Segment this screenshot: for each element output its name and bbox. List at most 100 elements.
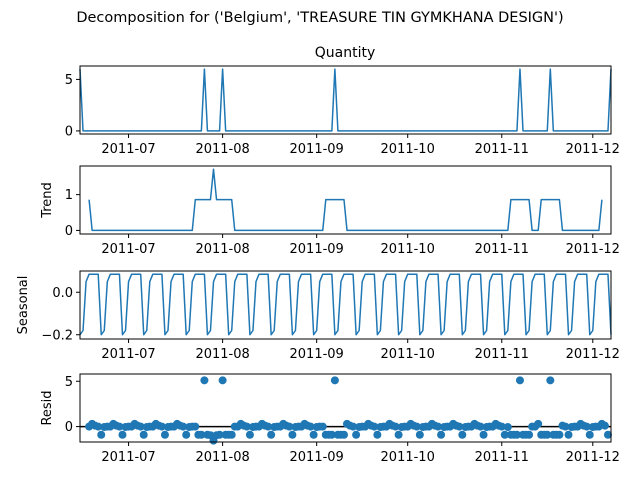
resid-point-2011-07-12 <box>157 422 166 431</box>
series-line <box>79 273 612 336</box>
resid-point-2011-06-29 <box>118 430 127 439</box>
resid-point-2011-10-26 <box>479 430 488 439</box>
y-axis-label: Resid <box>40 390 55 425</box>
resid-point-2011-11-16 <box>543 430 552 439</box>
y-tick-label: 1 <box>65 188 73 203</box>
x-tick-label: 2011-12 <box>566 347 620 362</box>
resid-point-2011-12-05 <box>600 421 609 430</box>
y-tick-label: 0.0 <box>52 286 73 301</box>
y-tick-label: 5 <box>65 73 73 88</box>
resid-point-2011-08-16 <box>264 422 273 431</box>
figure-suptitle: Decomposition for ('Belgium', 'TREASURE … <box>76 10 563 26</box>
resid-point-2011-10-04 <box>412 422 421 431</box>
x-tick-label: 2011-08 <box>195 142 249 157</box>
x-tick-label: 2011-12 <box>566 242 620 257</box>
resid-point-2011-08-09 <box>242 422 251 431</box>
y-axis-label: Trend <box>40 182 55 219</box>
resid-point-2011-11-01 <box>497 422 506 431</box>
resid-point-2011-07-20 <box>182 430 191 439</box>
x-tick-label: 2011-11 <box>475 242 529 257</box>
resid-point-2011-10-18 <box>455 422 464 431</box>
resid-point-2011-08-24 <box>288 430 297 439</box>
resid-point-2011-07-06 <box>139 430 148 439</box>
x-tick-label: 2011-10 <box>381 347 435 362</box>
resid-point-2011-08-23 <box>285 422 294 431</box>
resid-point-2011-11-23 <box>564 430 573 439</box>
x-tick-label: 2011-08 <box>195 347 249 362</box>
resid-point-2011-08-30 <box>306 422 315 431</box>
resid-point-2011-10-11 <box>434 422 443 431</box>
y-tick-label: 5 <box>65 375 73 390</box>
x-tick-label: 2011-07 <box>101 450 155 465</box>
y-tick-label: 0 <box>65 420 73 435</box>
x-tick-label: 2011-09 <box>290 347 344 362</box>
resid-point-2011-07-26 <box>200 376 209 385</box>
y-axis-label: Seasonal <box>16 276 31 335</box>
resid-point-2011-06-22 <box>97 430 106 439</box>
resid-point-2011-11-20 <box>555 430 564 439</box>
resid-point-2011-07-05 <box>136 422 145 431</box>
y-tick-label: 0 <box>65 224 73 239</box>
resid-point-2011-10-25 <box>476 422 485 431</box>
axes-frame <box>79 270 612 340</box>
resid-point-2011-09-14 <box>352 430 361 439</box>
x-tick-label: 2011-09 <box>290 242 344 257</box>
resid-point-2011-07-25 <box>197 430 206 439</box>
axes-frame <box>79 165 612 235</box>
panel-title-quantity: Quantity <box>315 45 376 61</box>
x-tick-label: 2011-09 <box>290 142 344 157</box>
x-tick-label: 2011-08 <box>195 242 249 257</box>
x-tick-label: 2011-12 <box>566 450 620 465</box>
resid-point-2011-09-28 <box>394 430 403 439</box>
panel-trend: 0 1 2011-07 2011-08 2011-09 2011-10 2011-11 201… <box>40 165 620 257</box>
x-tick-label: 2011-11 <box>475 347 529 362</box>
resid-point-2011-07-31 <box>215 430 224 439</box>
resid-point-2011-09-21 <box>373 430 382 439</box>
x-tick-label: 2011-11 <box>475 450 529 465</box>
resid-point-2011-07-23 <box>191 422 200 431</box>
resid-point-2011-09-20 <box>370 422 379 431</box>
resid-point-2011-11-29 <box>582 422 591 431</box>
resid-point-2011-08-01 <box>218 376 227 385</box>
x-tick-label: 2011-10 <box>381 450 435 465</box>
resid-point-2011-11-30 <box>585 430 594 439</box>
panel-resid: 0 5 2011-07 2011-08 2011-09 2011-10 2011-11 201… <box>40 373 620 465</box>
resid-point-2011-11-02 <box>500 430 509 439</box>
resid-point-2011-11-10 <box>525 430 534 439</box>
resid-point-2011-10-05 <box>415 430 424 439</box>
resid-point-2011-06-21 <box>94 422 103 431</box>
resid-point-2011-07-19 <box>179 422 188 431</box>
resid-point-2011-08-04 <box>227 430 236 439</box>
x-tick-label: 2011-09 <box>290 450 344 465</box>
x-tick-label: 2011-10 <box>381 242 435 257</box>
resid-point-2011-08-10 <box>245 430 254 439</box>
resid-point-2011-10-12 <box>437 430 446 439</box>
resid-point-2011-09-06 <box>327 430 336 439</box>
axes-frame <box>79 65 612 135</box>
x-tick-label: 2011-07 <box>101 347 155 362</box>
resid-point-2011-09-07 <box>330 376 339 385</box>
resid-point-2011-10-19 <box>458 430 467 439</box>
resid-point-2011-11-03 <box>503 423 512 432</box>
panel-seasonal: −0.2 0.0 2011-07 2011-08 2011-09 2011-10 2011-… <box>16 270 620 362</box>
resid-point-2011-11-13 <box>534 419 543 428</box>
resid-point-2011-11-07 <box>515 376 524 385</box>
resid-point-2011-11-06 <box>512 430 521 439</box>
resid-point-2011-07-13 <box>160 430 169 439</box>
y-tick-label: −0.2 <box>41 328 73 343</box>
x-tick-label: 2011-07 <box>101 142 155 157</box>
resid-point-2011-09-10 <box>339 430 348 439</box>
series-line <box>88 168 603 232</box>
x-tick-label: 2011-10 <box>381 142 435 157</box>
resid-point-2011-08-17 <box>267 430 276 439</box>
axes-frame <box>79 373 612 443</box>
x-tick-label: 2011-12 <box>566 142 620 157</box>
y-tick-label: 0 <box>65 124 73 139</box>
x-tick-label: 2011-08 <box>195 450 249 465</box>
x-tick-label: 2011-07 <box>101 242 155 257</box>
resid-point-2011-11-22 <box>561 422 570 431</box>
resid-point-2011-08-31 <box>309 430 318 439</box>
resid-point-2011-12-06 <box>603 430 612 439</box>
resid-point-2011-09-03 <box>318 422 327 431</box>
